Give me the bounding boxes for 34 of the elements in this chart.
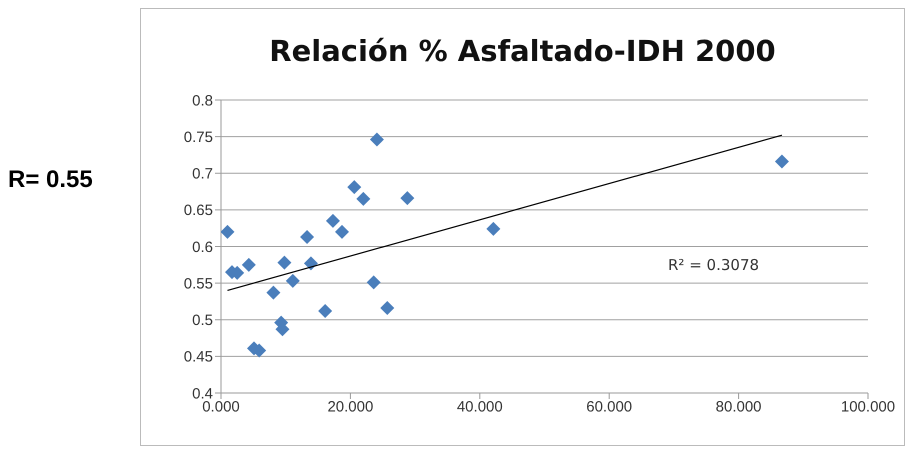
point: [286, 274, 300, 288]
point: [380, 301, 394, 316]
point: [318, 304, 332, 318]
annotation: R² = 0.3078: [668, 256, 760, 274]
x-tick-label: 20.000: [327, 398, 374, 416]
x-tick-label: 40.000: [456, 398, 503, 416]
point: [326, 214, 340, 228]
point: [370, 132, 384, 147]
point: [347, 180, 362, 194]
point: [400, 191, 414, 206]
point: [334, 224, 349, 239]
point: [486, 222, 500, 236]
y-tick-label: 0.5: [192, 312, 213, 330]
point: [356, 192, 370, 206]
point: [366, 275, 381, 290]
y-tick-label: 0.45: [184, 348, 213, 366]
y-tick-label: 0.65: [184, 202, 213, 220]
y-tick-label: 0.55: [184, 275, 213, 292]
point: [277, 256, 292, 270]
x-tick-label: 100.000: [840, 398, 896, 416]
y-tick-label: 0.75: [184, 128, 213, 146]
chart-title: Relación % Asfaltado-IDH 2000: [268, 34, 777, 68]
point: [774, 154, 789, 169]
x-tick-label: 60.000: [586, 398, 632, 416]
y-tick-label: 0.8: [192, 92, 213, 110]
y-tick-label: 0.6: [192, 238, 213, 256]
x-tick-label: 80.000: [716, 398, 762, 416]
point: [304, 256, 318, 270]
point: [266, 286, 280, 300]
point: [242, 258, 256, 272]
text: R= 0.55: [8, 166, 93, 194]
y-tick-label: 0.7: [192, 166, 213, 183]
point: [221, 224, 234, 239]
point: [300, 230, 314, 244]
